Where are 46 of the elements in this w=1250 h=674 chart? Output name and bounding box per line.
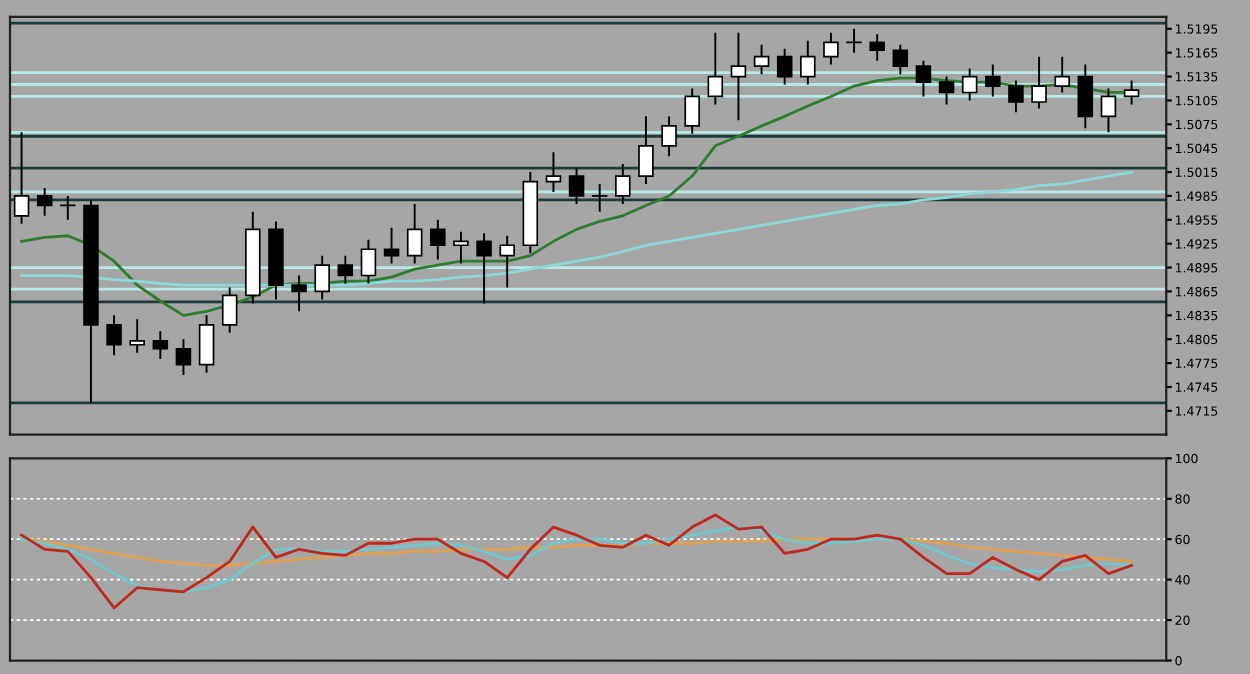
candlestick [291,274,307,313]
candlestick [638,115,654,185]
candlestick [453,230,469,265]
candlestick [915,59,932,98]
candlestick [707,31,724,106]
candlestick [615,163,631,205]
candlestick [198,314,215,374]
candlestick [221,286,238,334]
candlestick [175,338,192,376]
candlestick [591,183,608,213]
candlestick [1123,79,1140,106]
candlestick [13,131,30,225]
candlestick [1054,55,1070,94]
candlestick [430,218,446,261]
candlestick [1008,79,1024,114]
candlestick [106,314,122,357]
candlestick [314,254,330,301]
candlestick [360,238,377,285]
candlestick [823,31,839,66]
candlestick [753,43,770,76]
candlestick [476,232,492,305]
candlestick [684,87,700,135]
candlestick [800,39,816,86]
candlestick [846,27,862,54]
candlestick [938,75,955,106]
line-series [20,513,1133,610]
candlestick [36,187,53,217]
candlestick [776,47,793,86]
candlestick [661,115,677,158]
candlestick [985,63,1001,98]
candlestick [499,234,515,289]
candlestick [869,33,885,62]
candlestick [568,167,585,205]
candlestick [730,31,747,122]
candlestick [1100,87,1117,134]
candlestick [129,318,145,354]
candlestick [383,226,400,265]
candlestick [1031,55,1047,110]
candlestick [892,43,909,76]
candlestick [961,67,978,102]
candlestick [406,202,423,265]
candlestick [337,254,354,285]
candlestick [1077,63,1094,130]
line-series [20,525,1133,594]
candlestick [152,330,169,361]
candlestick [545,151,562,193]
